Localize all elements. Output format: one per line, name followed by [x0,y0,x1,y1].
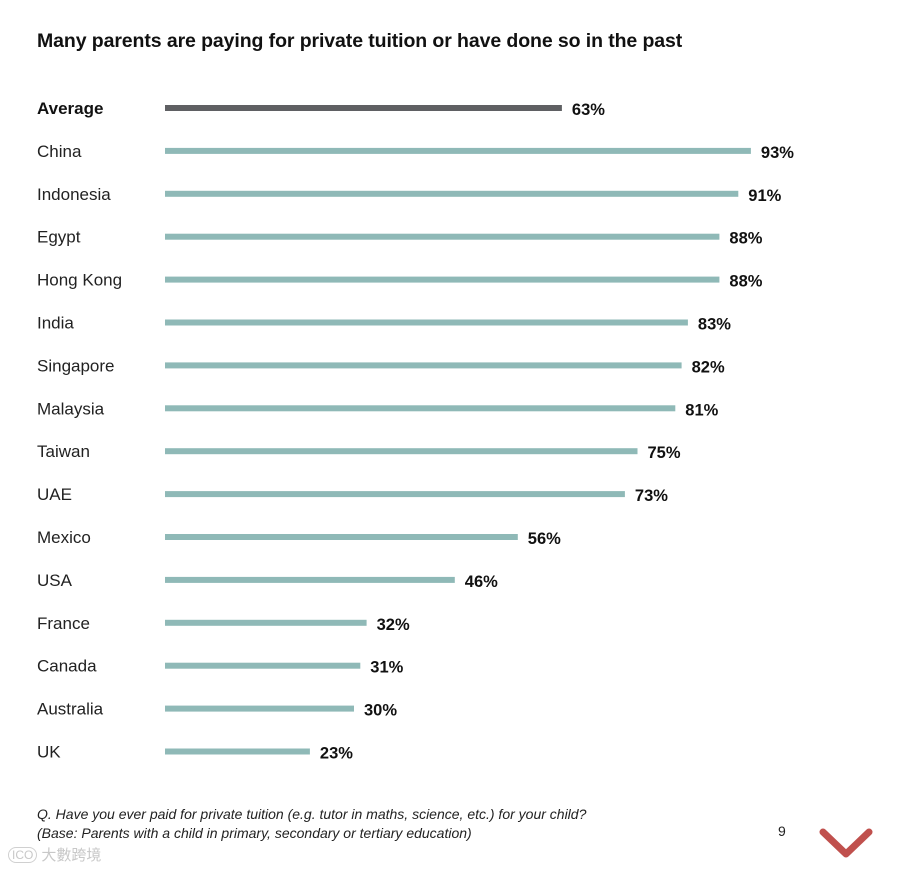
bar-taiwan [165,448,638,455]
bar-france [165,619,367,626]
category-label-mexico: Mexico [37,528,91,547]
value-label-indonesia: 91% [748,187,781,205]
category-label-china: China [37,142,82,161]
footnote: Q. Have you ever paid for private tuitio… [37,805,586,843]
value-label-mexico: 56% [528,530,561,548]
bar-singapore [165,362,682,369]
value-label-uae: 73% [635,487,668,505]
footnote-base: (Base: Parents with a child in primary, … [37,825,472,841]
value-label-malaysia: 81% [685,401,718,419]
category-label-uk: UK [37,743,61,762]
value-label-average: 63% [572,101,605,119]
value-label-canada: 31% [370,659,403,677]
value-label-usa: 46% [465,573,498,591]
value-label-singapore: 82% [692,358,725,376]
category-label-egypt: Egypt [37,228,81,247]
value-label-china: 93% [761,144,794,162]
footnote-question: Q. Have you ever paid for private tuitio… [37,806,587,822]
value-label-uk: 23% [320,745,353,763]
watermark-logo-icon: ICO [8,846,38,863]
value-label-taiwan: 75% [648,444,681,462]
value-label-australia: 30% [364,702,397,720]
bar-hong-kong [165,276,720,283]
category-label-average: Average [37,99,103,118]
bar-uae [165,491,625,498]
category-label-singapore: Singapore [37,356,115,375]
bar-australia [165,705,354,712]
chart-title: Many parents are paying for private tuit… [37,30,683,52]
bar-egypt [165,233,720,240]
category-label-uae: UAE [37,485,72,504]
value-label-india: 83% [698,316,731,334]
category-label-malaysia: Malaysia [37,399,105,418]
category-label-france: France [37,614,90,633]
bar-canada [165,662,361,669]
bar-indonesia [165,190,739,197]
bar-chart: Average 63% China 93% Indonesia 91% Egypt 88% Ho… [37,99,794,763]
watermark: ICO 大數跨境 [8,844,101,865]
value-label-hong-kong: 88% [729,273,762,291]
value-label-egypt: 88% [729,230,762,248]
category-label-canada: Canada [37,657,97,676]
bar-china [165,147,751,154]
page-number: 9 [778,823,786,839]
bar-malaysia [165,405,676,412]
watermark-text: 大數跨境 [41,847,102,864]
category-label-taiwan: Taiwan [37,442,90,461]
bar-uk [165,748,310,755]
chevron-down-icon[interactable] [818,826,874,860]
category-label-australia: Australia [37,700,104,719]
category-label-hong-kong: Hong Kong [37,271,122,290]
category-label-india: India [37,314,74,333]
bar-mexico [165,534,518,540]
bar-india [165,319,688,326]
category-label-indonesia: Indonesia [37,185,111,204]
value-label-france: 32% [377,616,410,634]
bar-usa [165,576,455,583]
category-label-usa: USA [37,571,73,590]
bar-average [165,105,562,111]
